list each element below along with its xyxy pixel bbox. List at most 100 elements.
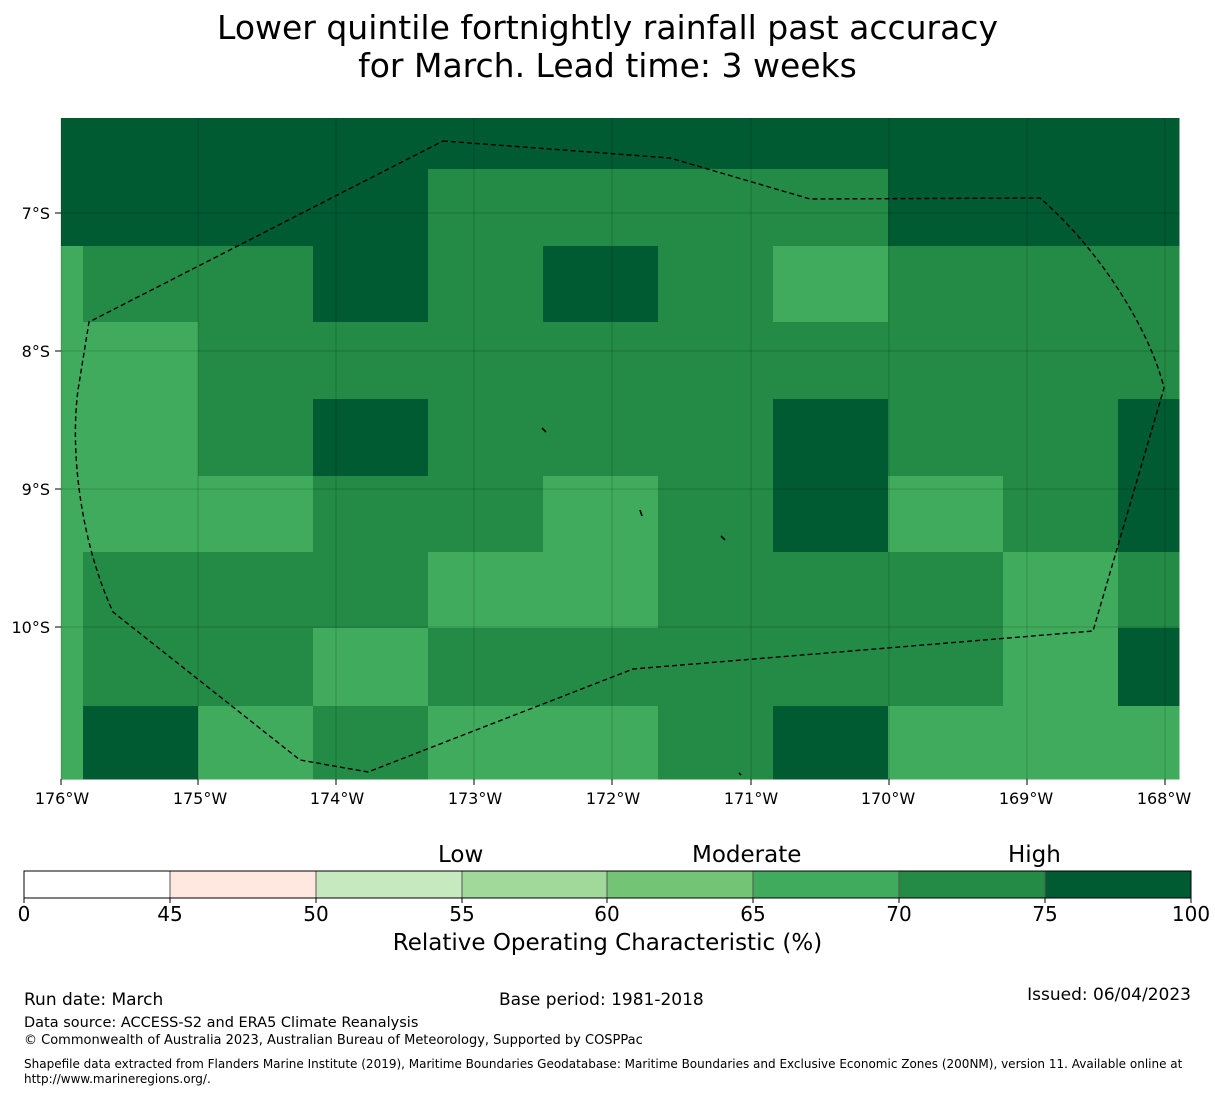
map-grid-cell (1118, 246, 1180, 323)
map-grid-cell (888, 118, 1179, 246)
colorbar-segment (606, 870, 754, 899)
colorbar-tick: 65 (740, 902, 766, 926)
colorbar-tick: 70 (886, 902, 912, 926)
run-date: Run date: March (24, 990, 164, 1010)
issued-date: Issued: 06/04/2023 (1027, 985, 1191, 1005)
map-grid-cell (313, 399, 428, 476)
map-grid-cell (83, 246, 199, 323)
map-grid-cell (543, 246, 658, 322)
colorbar-tick: 60 (594, 902, 620, 926)
map-grid-cell (888, 628, 1004, 707)
map-grid-cell (428, 246, 544, 323)
map-grid-cell (198, 399, 314, 477)
colorbar-segment (752, 870, 900, 899)
colorbar-category-low: Low (438, 842, 484, 868)
colorbar-segment (169, 870, 317, 899)
chart-title-line2: for March. Lead time: 3 weeks (358, 46, 857, 85)
map-grid-cell (428, 322, 544, 400)
map-grid-cell (198, 246, 314, 323)
map-grid-cell (1118, 552, 1180, 629)
map-grid-cell (1003, 246, 1119, 323)
lat-label-9s: 9°S (21, 480, 50, 499)
map-grid-cell (313, 476, 429, 553)
map-grid-cell (198, 628, 314, 707)
map-grid-cell (1003, 322, 1119, 400)
map-grid-cell (313, 552, 429, 629)
map-grid-cell (428, 552, 658, 628)
map-grid-cell (1118, 399, 1179, 552)
map-grid-cell (773, 628, 889, 707)
colorbar-segment (898, 870, 1046, 899)
colorbar-segment (461, 870, 608, 899)
map-grid-cell (1003, 399, 1119, 477)
map-grid-cell (658, 628, 774, 707)
colorbar-tick: 55 (449, 902, 475, 926)
map-grid-cell (1118, 706, 1180, 780)
map-grid-cell (658, 552, 774, 629)
lon-label-174w: 174°W (309, 789, 365, 808)
map-grid-cell (658, 246, 774, 323)
lon-label-168w: 168°W (1136, 789, 1192, 808)
map-grid-cell (773, 246, 888, 322)
colorbar-tick: 75 (1032, 902, 1058, 926)
lon-label-169w: 169°W (998, 789, 1054, 808)
map-grid-cell (83, 322, 198, 552)
colorbar-tick: 45 (157, 902, 183, 926)
island-marker (720, 535, 726, 541)
map-grid-cell (61, 246, 83, 779)
map-grid-cell (83, 628, 199, 707)
map-grid-cell (773, 552, 889, 629)
map-grid-cell (543, 322, 659, 400)
map-grid-cell (773, 399, 888, 552)
shapefile-credit-line1: Shapefile data extracted from Flanders M… (24, 1057, 1183, 1071)
map-grid-cell (428, 476, 544, 553)
lat-label-10s: 10°S (11, 618, 50, 637)
map-grid-cell (313, 246, 428, 322)
map-grid-cell (428, 169, 888, 246)
colorbar-tick: 0 (17, 902, 31, 926)
map-grid-cell (888, 706, 1118, 779)
map-grid-cell (773, 706, 888, 779)
lon-label-171w: 171°W (723, 789, 779, 808)
map-grid-cell (658, 706, 774, 780)
shapefile-credit-line2: http://www.marineregions.org/. (24, 1072, 211, 1086)
colorbar-segment (315, 870, 463, 899)
base-period: Base period: 1981-2018 (499, 990, 704, 1010)
map-grid-cell (543, 628, 659, 707)
map-grid-cell (658, 322, 774, 400)
map-grid-cell (313, 628, 428, 706)
chart-title-line1: Lower quintile fortnightly rainfall past… (217, 8, 998, 47)
map-grid-cell (658, 476, 774, 553)
map-grid-cell (888, 322, 1004, 400)
map-grid-cell (1118, 322, 1180, 400)
lon-label-175w: 175°W (172, 789, 228, 808)
lat-label-8s: 8°S (21, 342, 50, 361)
colorbar-category-high: High (1008, 842, 1061, 868)
colorbar-tick: 100 (1171, 902, 1211, 926)
island-marker (541, 427, 547, 433)
map-grid-cell (313, 322, 429, 400)
island-marker (738, 772, 742, 776)
map-grid-cell (198, 322, 314, 400)
colorbar-title: Relative Operating Characteristic (%) (392, 930, 823, 956)
map-grid-cell (888, 476, 1003, 552)
map-grid-cell (888, 399, 1004, 477)
lon-label-176w: 176°W (34, 789, 90, 808)
colorbar-segment (1044, 870, 1192, 899)
map-grid-cell (428, 706, 658, 779)
lon-label-173w: 173°W (447, 789, 503, 808)
map-grid-cell (313, 706, 429, 780)
map-grid-cell (888, 246, 1004, 323)
lon-label-172w: 172°W (585, 789, 641, 808)
map-grid-cell (198, 552, 314, 629)
map-grid-cell (61, 118, 428, 246)
lon-label-170w: 170°W (860, 789, 916, 808)
map-grid-cell (198, 476, 313, 552)
map-grid-cell (658, 399, 774, 477)
colorbar-segment (23, 870, 171, 899)
data-source: Data source: ACCESS-S2 and ERA5 Climate … (24, 1015, 419, 1031)
map-grid-cell (428, 118, 888, 169)
map-grid-cell (428, 628, 544, 707)
map-grid-cell (83, 552, 199, 629)
